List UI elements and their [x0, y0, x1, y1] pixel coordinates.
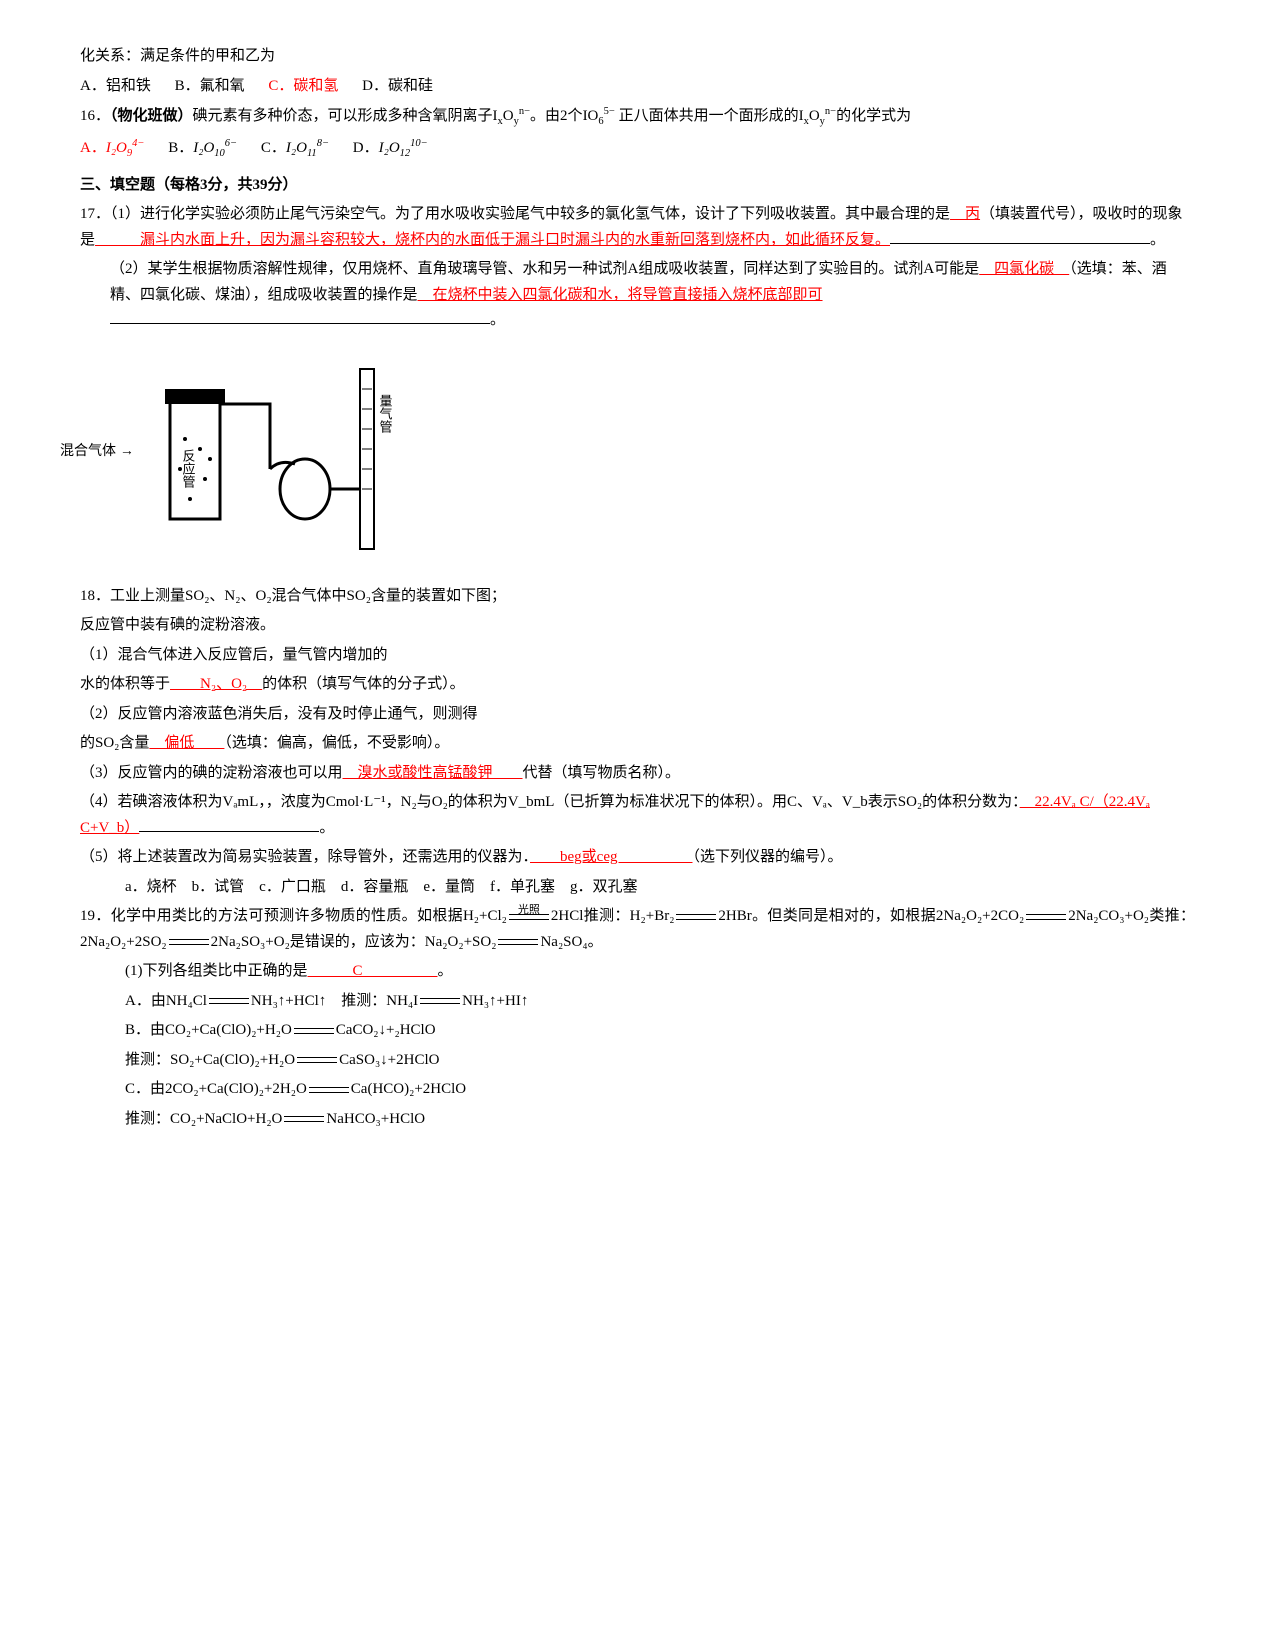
apparatus-svg: 反应管 量气管	[130, 349, 450, 569]
q17-ans1: 丙	[950, 206, 980, 222]
q19-ans1: C	[308, 963, 438, 979]
q17-p1: 17．（1）进行化学实验必须防止尾气污染空气。为了用水吸收实验尾气中较多的氯化氢…	[80, 202, 1195, 253]
arrow-icon	[676, 914, 716, 920]
section-3-title: 三、填空题（每格3分，共39分）	[80, 173, 1195, 199]
q18-p1: （1）混合气体进入反应管后，量气管内增加的	[80, 643, 1195, 669]
q18-p1b: 水的体积等于 N₂、O₂ 的体积（填写气体的分子式）。	[80, 672, 1195, 698]
q19-stem: 19．化学中用类比的方法可预测许多物质的性质。如根据H₂+Cl₂光照2HCl推测…	[80, 904, 1195, 955]
q18-line2: 反应管中装有碘的淀粉溶液。	[80, 613, 1195, 639]
q18-ans5: beg或ceg	[530, 849, 692, 865]
q17-ans4: 在烧杯中装入四氯化碳和水，将导管直接插入烧杯底部即可	[418, 287, 823, 303]
q18-p2: （2）反应管内溶液蓝色消失后，没有及时停止通气，则测得	[80, 702, 1195, 728]
arrow-icon	[169, 939, 209, 945]
q15-opt-b: B．氟和氧	[175, 74, 245, 100]
q16-opt-b: B．I₂O106−	[168, 135, 237, 163]
q18-p3: （3）反应管内的碘的淀粉溶液也可以用 溴水或酸性高锰酸钾 代替（填写物质名称）。	[80, 761, 1195, 787]
diagram-label-gas: 混合气体 →	[60, 439, 134, 463]
q18-stem: 18．工业上测量SO₂、N₂、O₂混合气体中SO₂含量的装置如下图；	[80, 584, 1195, 610]
q17-ans2: 漏斗内水面上升，因为漏斗容积较大，烧杯内的水面低于漏斗口时漏斗内的水重新回落到烧…	[95, 232, 890, 248]
svg-text:反应管: 反应管	[181, 449, 196, 489]
q16-opt-d: D．I₂O1210−	[353, 135, 428, 163]
q18-ans2: 偏低	[149, 735, 224, 751]
q16-opt-a: A．I₂O94−	[80, 135, 144, 163]
q15-options: A．铝和铁 B．氟和氧 C．碳和氢 D．碳和硅	[80, 74, 1195, 100]
apparatus-diagram: 混合气体 → 反应管 量气管	[130, 349, 450, 569]
q16-options: A．I₂O94− B．I₂O106− C．I₂O118− D．I₂O1210−	[80, 135, 1195, 163]
q19-opt-b: B．由CO₂+Ca(ClO)₂+H₂OCaCO₂↓+₂HClO	[80, 1018, 1195, 1044]
arrow-icon	[498, 939, 538, 945]
q16-num: 16．	[80, 108, 110, 124]
q19-opt-c: C．由2CO₂+Ca(ClO)₂+2H₂OCa(HCO)₂+2HClO	[80, 1077, 1195, 1103]
q19-q1: (1)下列各组类比中正确的是 C 。	[80, 959, 1195, 985]
q18-p5: （5）将上述装置改为简易实验装置，除导管外，还需选用的仪器为． beg或ceg …	[80, 845, 1195, 871]
q15-opt-a: A．铝和铁	[80, 74, 151, 100]
q18-p4: （4）若碘溶液体积为VₐmL，，浓度为Cmol·L⁻¹，N₂与O₂的体积为V_b…	[80, 790, 1195, 841]
q18-ans1: N₂、O₂	[170, 676, 262, 692]
q17-p2: （2）某学生根据物质溶解性规律，仅用烧杯、直角玻璃导管、水和另一种试剂A组成吸收…	[80, 257, 1195, 334]
svg-text:量气管: 量气管	[378, 394, 393, 434]
q15-opt-d: D．碳和硅	[362, 74, 433, 100]
q15-opt-c: C．碳和氢	[268, 74, 338, 100]
q15-stem: 化关系：满足条件的甲和乙为	[80, 44, 1195, 70]
q16-opt-c: C．I₂O118−	[261, 135, 329, 163]
q19-opt-c2: 推测：CO₂+NaClO+H₂ONaHCO₃+HClO	[80, 1107, 1195, 1133]
q16-tag: （物化班做）	[110, 108, 193, 124]
q18-ans3: 溴水或酸性高锰酸钾	[343, 765, 523, 781]
q16-stem: 16．（物化班做）碘元素有多种价态，可以形成多种含氧阴离子IxOyn−。由2个I…	[80, 103, 1195, 131]
q17-ans3: 四氯化碳	[979, 261, 1069, 277]
arrow-icon: 光照	[509, 914, 549, 920]
q18-apparatus-list: a．烧杯 b．试管 c．广口瓶 d．容量瓶 e．量筒 f．单孔塞 g．双孔塞	[80, 875, 1195, 901]
q19-opt-b2: 推测：SO₂+Ca(ClO)₂+H₂OCaSO₃↓+2HClO	[80, 1048, 1195, 1074]
q19-opt-a: A．由NH₄ClNH₃↑+HCl↑ 推测：NH₄INH₃↑+HI↑	[80, 989, 1195, 1015]
q18-p2b: 的SO₂含量 偏低 （选填：偏高，偏低，不受影响）。	[80, 731, 1195, 757]
arrow-icon	[1026, 914, 1066, 920]
